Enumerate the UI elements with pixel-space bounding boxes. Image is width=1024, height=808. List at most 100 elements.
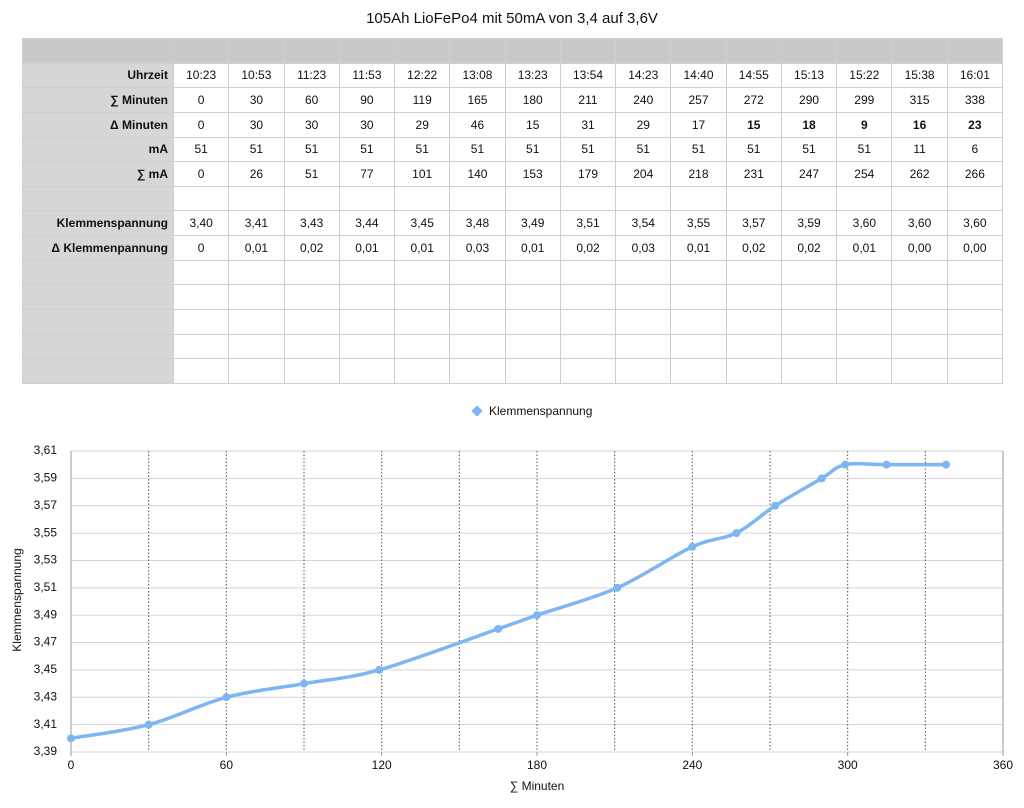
data-point [494, 624, 503, 633]
table-row [22, 333, 1004, 360]
table-cell [670, 308, 727, 335]
table-cell: 0,03 [449, 235, 506, 261]
table-cell [449, 358, 506, 384]
table-cell [504, 333, 561, 360]
table-cell [615, 284, 672, 310]
table-cell: 10:23 [172, 62, 230, 89]
data-point [732, 529, 741, 538]
table-cell [891, 185, 948, 212]
legend-marker [471, 405, 483, 417]
table-cell [780, 38, 838, 64]
x-tick-label: 120 [372, 758, 392, 772]
table-row: ∑ mA 0 26 51 77 101 140 153 179 204 218 231 247 254 26… [22, 161, 1004, 187]
table-cell: 0,00 [891, 235, 948, 261]
table-cell [946, 38, 1004, 64]
table-cell [283, 38, 340, 64]
table-cell: 26 [228, 161, 285, 187]
table-cell [338, 358, 396, 384]
y-axis-label: Klemmenspannung [10, 548, 24, 651]
table-cell: 180 [504, 87, 561, 113]
y-tick-label: 3,53 [34, 553, 58, 567]
table-cell [449, 284, 506, 310]
table-row [22, 259, 1004, 286]
table-cell: 14:40 [670, 62, 727, 89]
table-cell: 51 [615, 136, 672, 163]
table-cell: 9 [836, 111, 893, 138]
table-cell: 29 [394, 111, 451, 138]
table-cell [946, 284, 1004, 310]
table-cell [670, 284, 727, 310]
table-cell [670, 38, 727, 64]
table-cell: 6 [946, 136, 1004, 163]
data-point [771, 501, 780, 510]
table-cell: 272 [725, 87, 782, 113]
y-tick-label: 3,43 [34, 689, 58, 703]
table-cell: 51 [338, 136, 396, 163]
table-cell [172, 308, 230, 335]
row-header [22, 259, 174, 286]
table-cell [283, 284, 340, 310]
table-cell: 3,41 [228, 210, 285, 236]
table-cell: 0 [172, 87, 230, 113]
table-cell [670, 259, 727, 286]
table-cell: 15:13 [780, 62, 838, 89]
table-cell: 51 [780, 136, 838, 163]
title: 105Ah LioFePo4 mit 50mA von 3,4 auf 3,6V [366, 10, 658, 27]
table-cell: 51 [228, 136, 285, 163]
y-tick-label: 3,51 [34, 580, 58, 594]
table-cell: 0,02 [725, 235, 782, 261]
table-cell [615, 185, 672, 212]
table-cell: 0,01 [394, 235, 451, 261]
table-cell [891, 333, 948, 360]
table-cell [946, 308, 1004, 335]
table-row [22, 185, 1004, 212]
table-cell [559, 259, 617, 286]
table-cell: 51 [670, 136, 727, 163]
table-cell [338, 38, 396, 64]
table-cell: 266 [946, 161, 1004, 187]
table-cell: 51 [504, 136, 561, 163]
table-cell: 218 [670, 161, 727, 187]
table-cell: 23 [946, 111, 1004, 138]
table-cell: 3,55 [670, 210, 727, 236]
table-cell [504, 259, 561, 286]
data-point [67, 734, 75, 743]
table-cell: 15:38 [891, 62, 948, 89]
data-point [613, 583, 622, 592]
row-header: Δ Klemmenpannung [22, 235, 174, 261]
table-cell [891, 259, 948, 286]
table-cell [559, 333, 617, 360]
table-cell: 16:01 [946, 62, 1004, 89]
table-cell [394, 259, 451, 286]
row-header [22, 185, 174, 212]
table-cell: 0,02 [283, 235, 340, 261]
table-cell [394, 358, 451, 384]
table-cell [504, 38, 561, 64]
table-cell: 16 [891, 111, 948, 138]
data-point [533, 611, 541, 620]
table-cell [449, 185, 506, 212]
table-row: Klemmenspannung 3,40 3,41 3,43 3,44 3,45 3,48 3… [22, 210, 1004, 236]
table-cell [891, 284, 948, 310]
table-cell [725, 38, 782, 64]
table-cell [946, 185, 1004, 212]
table-cell: 140 [449, 161, 506, 187]
table-row [22, 284, 1004, 310]
y-tick-label: 3,39 [34, 744, 58, 758]
y-tick-label: 3,47 [34, 635, 58, 649]
table-cell [725, 185, 782, 212]
table-row: Δ Minuten 0 30 30 30 29 46 15 31 29 17 15 18 9 16 23 [22, 111, 1004, 138]
y-tick-label: 3,49 [34, 607, 58, 621]
table-cell: 77 [338, 161, 396, 187]
table-cell [780, 358, 838, 384]
table-cell: 14:55 [725, 62, 782, 89]
x-tick-label: 0 [68, 758, 75, 772]
table-cell: 60 [283, 87, 340, 113]
table-cell [725, 358, 782, 384]
table-cell [615, 259, 672, 286]
table-cell [946, 333, 1004, 360]
table-cell [394, 38, 451, 64]
y-tick-label: 3,61 [34, 443, 58, 457]
